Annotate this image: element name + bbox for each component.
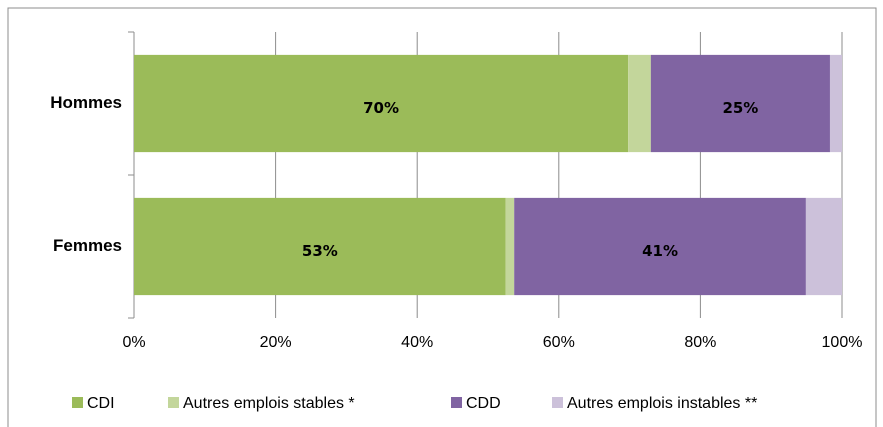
y-tick-label: Femmes bbox=[53, 236, 122, 255]
legend-label: CDD bbox=[466, 395, 501, 412]
data-label: 25% bbox=[722, 99, 758, 117]
data-label: 53% bbox=[302, 242, 338, 260]
x-tick-label: 20% bbox=[260, 334, 292, 351]
bar-segment bbox=[514, 197, 806, 296]
chart-frame bbox=[7, 7, 877, 427]
bar-segment bbox=[805, 197, 842, 296]
legend-label: CDI bbox=[87, 395, 115, 412]
x-tick-label: 0% bbox=[122, 334, 145, 351]
legend-label: Autres emplois stables * bbox=[183, 395, 355, 412]
y-tick-label: Hommes bbox=[50, 93, 122, 112]
legend-label: Autres emplois instables ** bbox=[567, 395, 757, 412]
bar-segment bbox=[829, 54, 842, 153]
bar-segment bbox=[650, 54, 830, 153]
legend-swatch bbox=[72, 397, 83, 408]
data-label: 41% bbox=[642, 242, 678, 260]
x-tick-label: 80% bbox=[684, 334, 716, 351]
x-tick-label: 40% bbox=[401, 334, 433, 351]
legend-swatch bbox=[168, 397, 179, 408]
bar-segment bbox=[505, 197, 515, 296]
bar-segment bbox=[134, 54, 629, 153]
bar-segment bbox=[134, 197, 506, 296]
data-label: 70% bbox=[363, 99, 399, 117]
bar-segment bbox=[628, 54, 651, 153]
legend-swatch bbox=[552, 397, 563, 408]
x-tick-label: 60% bbox=[543, 334, 575, 351]
legend-swatch bbox=[451, 397, 462, 408]
x-tick-label: 100% bbox=[822, 334, 863, 351]
